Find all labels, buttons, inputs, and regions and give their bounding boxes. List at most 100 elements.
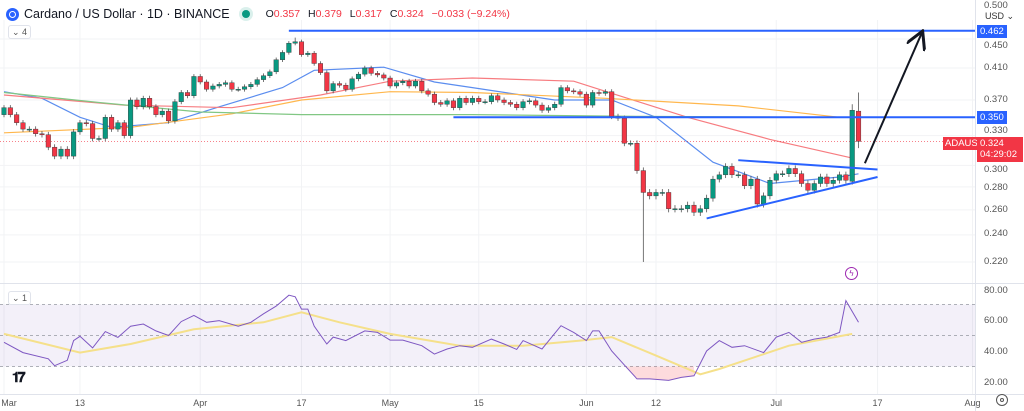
candle bbox=[729, 163, 735, 179]
candle-body bbox=[140, 98, 146, 107]
indicators-collapse-button[interactable]: ⌄ 4 bbox=[8, 25, 32, 39]
candle bbox=[45, 131, 51, 151]
candle bbox=[444, 98, 450, 107]
lightning-event-icon[interactable]: ϟ bbox=[845, 267, 858, 280]
candle bbox=[229, 80, 235, 92]
candle-body bbox=[843, 174, 849, 181]
candle bbox=[147, 95, 153, 110]
candle bbox=[273, 57, 279, 75]
candle bbox=[223, 80, 229, 87]
candle-body bbox=[811, 183, 817, 191]
price-pane[interactable] bbox=[0, 31, 975, 262]
candle bbox=[355, 71, 361, 82]
candle bbox=[134, 97, 140, 110]
candle bbox=[495, 93, 501, 103]
candle-body bbox=[362, 67, 368, 75]
candle-body bbox=[267, 71, 273, 76]
candle-body bbox=[147, 98, 153, 107]
candle bbox=[780, 170, 786, 177]
candle-body bbox=[742, 174, 748, 186]
low-key: L bbox=[349, 8, 356, 20]
rsi-collapse-button[interactable]: ⌄ 1 bbox=[8, 291, 32, 305]
candle bbox=[254, 77, 260, 87]
candle-body bbox=[653, 192, 659, 197]
candle bbox=[799, 170, 805, 187]
settings-gear-icon[interactable] bbox=[996, 394, 1008, 406]
candle-body bbox=[786, 168, 792, 174]
candle bbox=[172, 99, 178, 124]
candle bbox=[178, 90, 184, 105]
candle bbox=[96, 135, 102, 142]
price-tick: 0.500 bbox=[984, 0, 1008, 11]
candle bbox=[710, 175, 716, 202]
candle bbox=[609, 89, 615, 120]
candle-body bbox=[425, 90, 431, 95]
candle bbox=[191, 74, 197, 99]
candle-body bbox=[229, 82, 235, 90]
level-mid-label: 0.350 bbox=[977, 111, 1007, 124]
candle-body bbox=[400, 80, 406, 83]
candle bbox=[786, 165, 792, 177]
candle-body bbox=[590, 92, 596, 106]
candle-body bbox=[501, 99, 507, 103]
candle-body bbox=[621, 117, 627, 144]
candle bbox=[159, 108, 165, 118]
rsi-count: 1 bbox=[22, 293, 28, 303]
last-price-value: 0.324 bbox=[980, 138, 1004, 149]
candle-body bbox=[318, 63, 324, 73]
candle bbox=[166, 108, 172, 124]
candle bbox=[400, 78, 406, 86]
rsi-pane[interactable] bbox=[0, 294, 975, 381]
candle bbox=[349, 76, 355, 92]
candle-body bbox=[153, 106, 159, 115]
candle bbox=[381, 72, 387, 81]
candle-body bbox=[856, 110, 862, 142]
triangle-upper-trendline bbox=[738, 159, 878, 171]
candle bbox=[507, 99, 513, 107]
candle-body bbox=[121, 122, 127, 136]
candle-body bbox=[286, 42, 292, 53]
time-tick: 17 bbox=[872, 398, 883, 408]
candle bbox=[583, 91, 589, 108]
tradingview-logo[interactable]: 𝟏𝟕 bbox=[12, 369, 26, 385]
currency-dropdown[interactable]: USD ⌄ bbox=[985, 11, 1014, 22]
candle bbox=[425, 88, 431, 97]
candle-body bbox=[647, 192, 653, 197]
candle-body bbox=[767, 180, 773, 197]
candle bbox=[564, 85, 570, 94]
candle-body bbox=[444, 100, 450, 105]
candle bbox=[463, 95, 469, 106]
candle bbox=[431, 91, 437, 106]
candle bbox=[526, 98, 532, 105]
candle bbox=[647, 189, 653, 200]
candle-body bbox=[564, 87, 570, 92]
candle-body bbox=[805, 183, 811, 191]
candle bbox=[818, 173, 824, 187]
candle-body bbox=[305, 52, 311, 55]
change-value: −0.033 (−9.24%) bbox=[431, 8, 510, 20]
symbol-title[interactable]: Cardano / US Dollar · 1D · BINANCE bbox=[24, 7, 230, 21]
candle-body bbox=[96, 138, 102, 140]
open-value: 0.357 bbox=[273, 8, 301, 20]
last-price-label: 0.324 04:29:02 bbox=[977, 137, 1023, 162]
candle-body bbox=[773, 173, 779, 181]
candle bbox=[39, 130, 45, 138]
candle bbox=[52, 144, 58, 160]
candle bbox=[71, 129, 77, 160]
candle-body bbox=[109, 117, 115, 130]
candle-body bbox=[837, 174, 843, 181]
candle-body bbox=[273, 59, 279, 73]
time-tick: Jul bbox=[770, 398, 783, 408]
candle-body bbox=[539, 104, 545, 111]
candle bbox=[343, 82, 349, 92]
candle bbox=[299, 39, 305, 57]
candle-body bbox=[533, 100, 539, 106]
candle bbox=[235, 86, 241, 92]
candle bbox=[7, 105, 13, 118]
candle bbox=[33, 126, 39, 137]
price-tick: 0.330 bbox=[984, 125, 1008, 136]
candle-body bbox=[488, 95, 494, 102]
candle bbox=[438, 99, 444, 107]
candle-body bbox=[659, 192, 665, 194]
